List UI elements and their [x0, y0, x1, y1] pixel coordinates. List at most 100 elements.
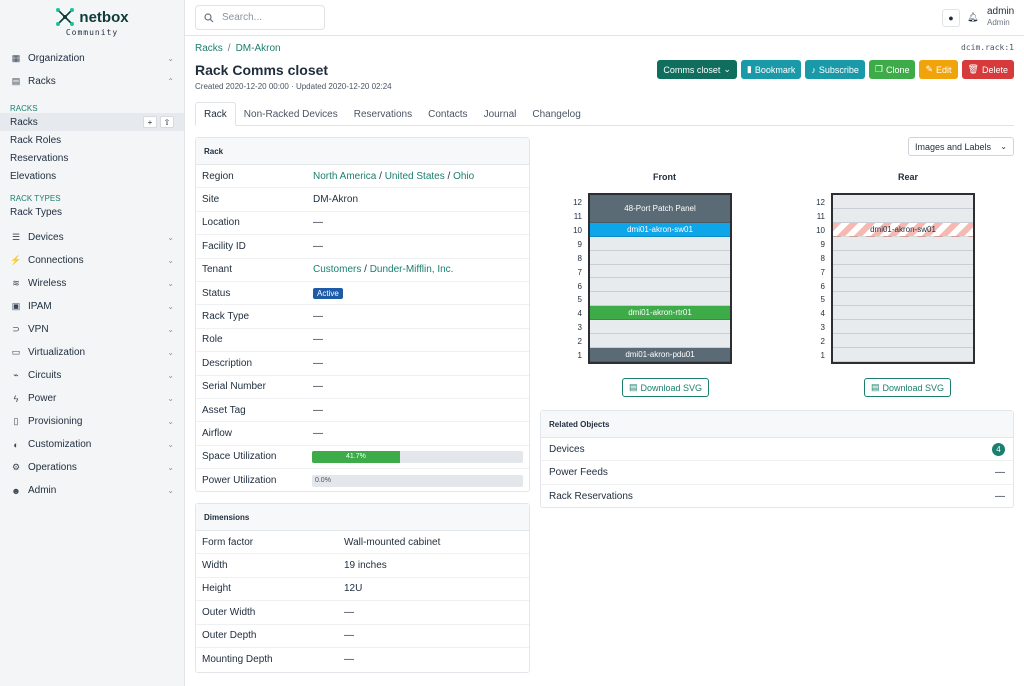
rack-device[interactable]: dmi01-akron-sw01 — [833, 222, 973, 237]
tenant-value: Customers / Dunder-Mifflin, Inc. — [313, 264, 454, 276]
breadcrumb-racks[interactable]: Racks — [195, 43, 223, 54]
sidebar-item-provisioning[interactable]: ▯ Provisioning ⌄ — [0, 410, 184, 433]
row-label: Region — [202, 170, 234, 182]
empty-rack-unit[interactable] — [833, 279, 973, 293]
empty-rack-unit[interactable] — [833, 195, 973, 209]
sidebar-sub-rack-roles[interactable]: Rack Roles — [0, 131, 184, 149]
tenant-link[interactable]: Dunder-Mifflin, Inc. — [369, 264, 454, 276]
related-label[interactable]: Rack Reservations — [549, 490, 633, 502]
chevron-down-icon: ⌄ — [167, 348, 174, 357]
region-link[interactable]: United States — [384, 170, 445, 182]
empty-rack-unit[interactable] — [833, 237, 973, 251]
search-input[interactable]: Search... — [195, 5, 325, 30]
rack-dropdown-button[interactable]: Comms closet ⌄ — [657, 60, 737, 79]
edit-button[interactable]: ✎ Edit — [919, 60, 958, 79]
user-menu[interactable]: admin Admin — [987, 6, 1014, 28]
row-value: 19 inches — [344, 560, 387, 572]
download-rear-svg-button[interactable]: ▤ Download SVG — [864, 378, 952, 397]
sidebar-item-wireless[interactable]: ≋ Wireless ⌄ — [0, 272, 184, 295]
progress-fill — [311, 450, 400, 463]
copy-icon: ❐ — [874, 64, 883, 74]
sidebar-sub-rack-types[interactable]: Rack Types — [0, 203, 184, 221]
sidebar-sub-elevations[interactable]: Elevations — [0, 167, 184, 185]
related-objects-card: Related Objects Devices 4 Power Feeds — Ra… — [540, 410, 1014, 508]
empty-rack-unit[interactable] — [833, 320, 973, 335]
empty-rack-unit[interactable] — [833, 292, 973, 307]
sidebar-item-customization[interactable]: ◐ Customization ⌄ — [0, 433, 184, 456]
related-label[interactable]: Power Feeds — [549, 467, 608, 479]
row-label: Role — [202, 334, 223, 346]
empty-rack-unit[interactable] — [590, 320, 730, 335]
sidebar-item-virtualization[interactable]: ▭ Virtualization ⌄ — [0, 341, 184, 364]
clone-button[interactable]: ❐ Clone — [868, 60, 916, 79]
brand[interactable]: netbox Community — [0, 0, 184, 44]
rack-device[interactable]: 48-Port Patch Panel — [590, 195, 730, 223]
related-rack-reservations-row[interactable]: Rack Reservations — — [541, 485, 1013, 508]
region-link[interactable]: North America — [313, 170, 377, 182]
unit-number: 9 — [820, 239, 825, 249]
sidebar-sub-reservations[interactable]: Reservations — [0, 149, 184, 167]
empty-rack-unit[interactable] — [833, 306, 973, 321]
empty-rack-unit[interactable] — [590, 237, 730, 251]
sidebar-item-connections[interactable]: ⚡ Connections ⌄ — [0, 249, 184, 272]
server-icon: ☰ — [11, 232, 21, 242]
sidebar-item-devices[interactable]: ☰ Devices ⌄ — [0, 226, 184, 249]
bell-icon[interactable]: 🔔︎ — [967, 12, 979, 22]
sidebar-item-admin[interactable]: ☻ Admin ⌄ — [0, 479, 184, 502]
subscribe-button[interactable]: ♪ Subscribe — [805, 60, 865, 79]
import-icon[interactable]: ⇧ — [160, 116, 174, 128]
sidebar-item-ipam[interactable]: ▣ IPAM ⌄ — [0, 295, 184, 318]
elevation-image-select[interactable]: Images and Labels ⌄ — [908, 137, 1014, 156]
tenant-group-link[interactable]: Customers — [313, 264, 362, 276]
chevron-down-icon: ⌄ — [167, 233, 174, 242]
bookmark-button[interactable]: ▮ Bookmark — [740, 60, 802, 79]
related-power-feeds-row[interactable]: Power Feeds — — [541, 461, 1013, 485]
theme-toggle-button[interactable]: ● — [942, 9, 960, 27]
sidebar-item-organization[interactable]: ▦ Organization ⌄ — [0, 47, 184, 70]
empty-rack-unit[interactable] — [590, 334, 730, 349]
sidebar-item-operations[interactable]: ⚙ Operations ⌄ — [0, 456, 184, 479]
trash-icon: 🗑︎ — [967, 64, 979, 74]
lightbulb-icon: ● — [948, 13, 954, 23]
row-value: — — [313, 217, 323, 229]
rack-device[interactable]: dmi01-akron-pdu01 — [590, 348, 730, 362]
empty-rack-unit[interactable] — [590, 251, 730, 265]
sidebar-item-label: VPN — [28, 324, 49, 335]
sidebar-sub-label: Elevations — [10, 170, 57, 182]
related-objects-header: Related Objects — [541, 411, 1013, 438]
serial-number-row: Serial Number — — [196, 376, 529, 399]
delete-button[interactable]: 🗑︎ Delete — [961, 60, 1014, 79]
sidebar-sub-label: Rack Roles — [10, 134, 62, 146]
related-devices-row[interactable]: Devices 4 — [541, 438, 1013, 462]
breadcrumb-site[interactable]: DM-Akron — [235, 43, 281, 54]
sidebar-item-circuits[interactable]: ⌁ Circuits ⌄ — [0, 364, 184, 387]
tab-journal[interactable]: Journal — [483, 108, 517, 120]
empty-rack-unit[interactable] — [833, 334, 973, 349]
tab-rack[interactable]: Rack — [195, 102, 236, 126]
region-link[interactable]: Ohio — [453, 170, 475, 182]
sidebar-item-vpn[interactable]: ⊃ VPN ⌄ — [0, 318, 184, 341]
empty-rack-unit[interactable] — [833, 265, 973, 279]
sidebar-item-label: Devices — [28, 232, 64, 243]
breadcrumb-separator: / — [227, 43, 231, 54]
related-label[interactable]: Devices — [549, 443, 585, 455]
empty-rack-unit[interactable] — [590, 279, 730, 293]
empty-rack-unit[interactable] — [833, 251, 973, 265]
tab-contacts[interactable]: Contacts — [428, 108, 468, 120]
download-front-svg-button[interactable]: ▤ Download SVG — [622, 378, 710, 397]
sidebar-item-racks[interactable]: ▤ Racks ⌃ — [0, 70, 184, 93]
empty-rack-unit[interactable] — [590, 265, 730, 279]
sidebar-item-power[interactable]: ϟ Power ⌄ — [0, 387, 184, 410]
empty-rack-unit[interactable] — [833, 348, 973, 362]
rack-device[interactable]: dmi01-akron-sw01 — [590, 222, 730, 237]
add-icon[interactable]: + — [143, 116, 157, 128]
empty-rack-unit[interactable] — [833, 209, 973, 223]
empty-rack-unit[interactable] — [590, 292, 730, 307]
rack-device[interactable]: dmi01-akron-rtr01 — [590, 306, 730, 321]
wifi-icon: ≋ — [12, 278, 20, 288]
sidebar-sub-racks[interactable]: Racks + ⇧ — [0, 113, 184, 131]
tab-non-racked-devices[interactable]: Non-Racked Devices — [243, 108, 338, 120]
tab-reservations[interactable]: Reservations — [353, 108, 413, 120]
site-link[interactable]: DM-Akron — [313, 194, 359, 206]
tab-changelog[interactable]: Changelog — [532, 108, 581, 120]
